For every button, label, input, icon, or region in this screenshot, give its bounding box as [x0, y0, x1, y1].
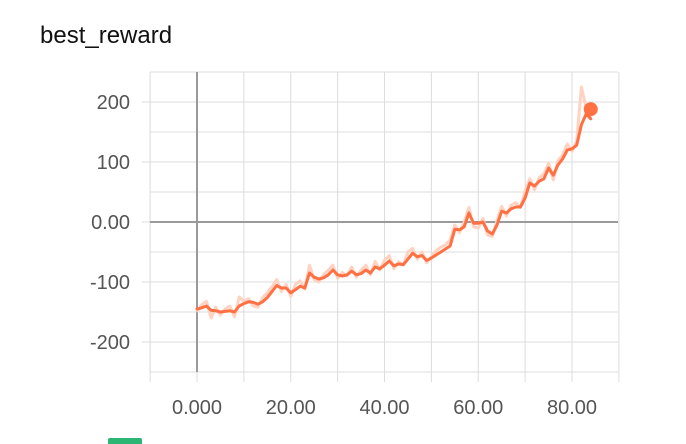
y-tick-label: 0.00	[91, 212, 130, 234]
tick-labels: 200 100 0.00 -100 -200 0.000 20.00 40.00 60.00 80…	[90, 92, 620, 419]
x-tick-label: 60.00	[453, 397, 503, 419]
series	[195, 85, 598, 320]
x-tick-label: 0.000	[172, 397, 222, 419]
x-tick-label: 80.00	[547, 397, 597, 419]
raw-series-line	[195, 85, 593, 320]
x-tick-label: 40.00	[359, 397, 409, 419]
y-tick-label: -100	[90, 272, 130, 294]
status-chip	[108, 438, 142, 444]
last-point-marker[interactable]	[583, 102, 598, 117]
y-tick-label: 200	[97, 92, 130, 114]
x-tick-label: 20.00	[266, 397, 316, 419]
chart-title: best_reward	[40, 22, 173, 49]
y-tick-label: -200	[90, 332, 130, 354]
y-tick-label: 100	[97, 152, 130, 174]
smoothed-series-line	[195, 112, 593, 314]
